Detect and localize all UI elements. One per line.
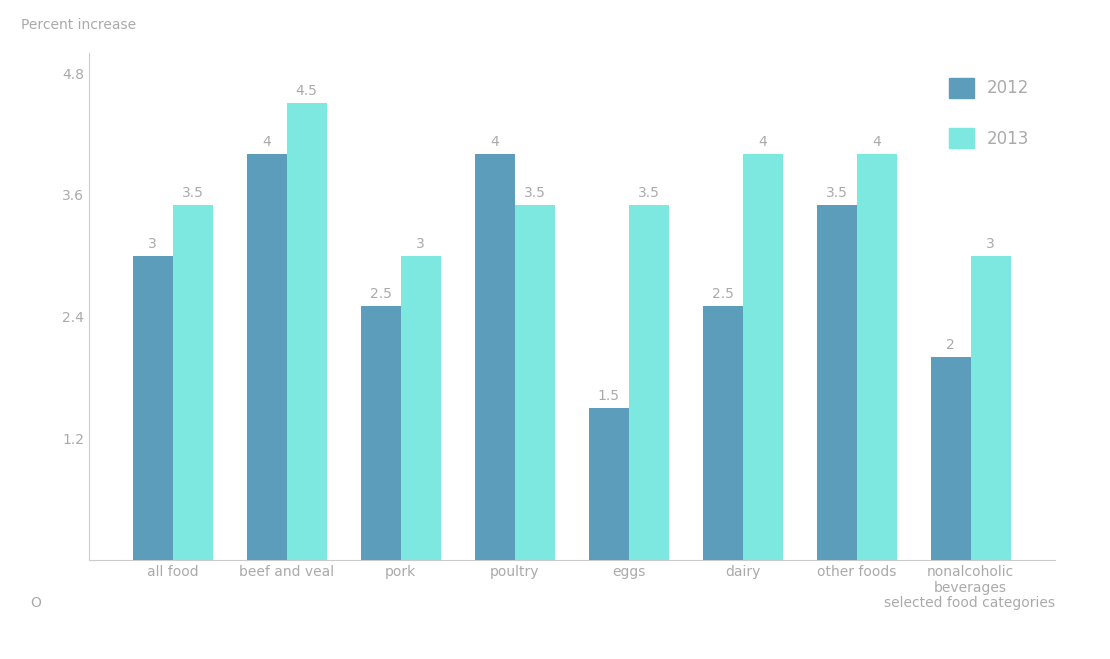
Text: 4: 4 bbox=[758, 135, 767, 149]
Bar bbox=[817, 205, 857, 560]
Bar bbox=[172, 205, 212, 560]
Bar bbox=[515, 205, 555, 560]
Text: 4.5: 4.5 bbox=[295, 84, 317, 98]
Bar bbox=[361, 306, 401, 560]
Bar bbox=[475, 154, 515, 560]
Bar bbox=[971, 256, 1010, 560]
Text: 4: 4 bbox=[491, 135, 500, 149]
Bar bbox=[588, 408, 628, 560]
Text: 2: 2 bbox=[947, 338, 955, 352]
Bar bbox=[857, 154, 897, 560]
Bar bbox=[743, 154, 783, 560]
Bar bbox=[401, 256, 441, 560]
Text: O: O bbox=[30, 596, 41, 610]
Legend: 2012, 2013: 2012, 2013 bbox=[932, 61, 1046, 165]
Bar bbox=[286, 103, 326, 560]
Bar bbox=[628, 205, 668, 560]
Bar bbox=[703, 306, 743, 560]
Text: 3: 3 bbox=[987, 237, 995, 250]
Text: selected food categories: selected food categories bbox=[884, 596, 1054, 610]
Text: 4: 4 bbox=[262, 135, 271, 149]
Text: 4: 4 bbox=[872, 135, 881, 149]
Bar bbox=[931, 357, 971, 560]
Text: 2.5: 2.5 bbox=[712, 287, 734, 301]
Text: 3: 3 bbox=[149, 237, 157, 250]
Text: 3: 3 bbox=[416, 237, 425, 250]
Text: 1.5: 1.5 bbox=[597, 389, 619, 403]
Text: 3.5: 3.5 bbox=[637, 186, 659, 200]
Text: 3.5: 3.5 bbox=[826, 186, 848, 200]
Bar bbox=[133, 256, 172, 560]
Text: 3.5: 3.5 bbox=[182, 186, 203, 200]
Text: Percent increase: Percent increase bbox=[21, 18, 137, 32]
Bar bbox=[246, 154, 286, 560]
Text: 2.5: 2.5 bbox=[370, 287, 392, 301]
Text: 3.5: 3.5 bbox=[524, 186, 545, 200]
